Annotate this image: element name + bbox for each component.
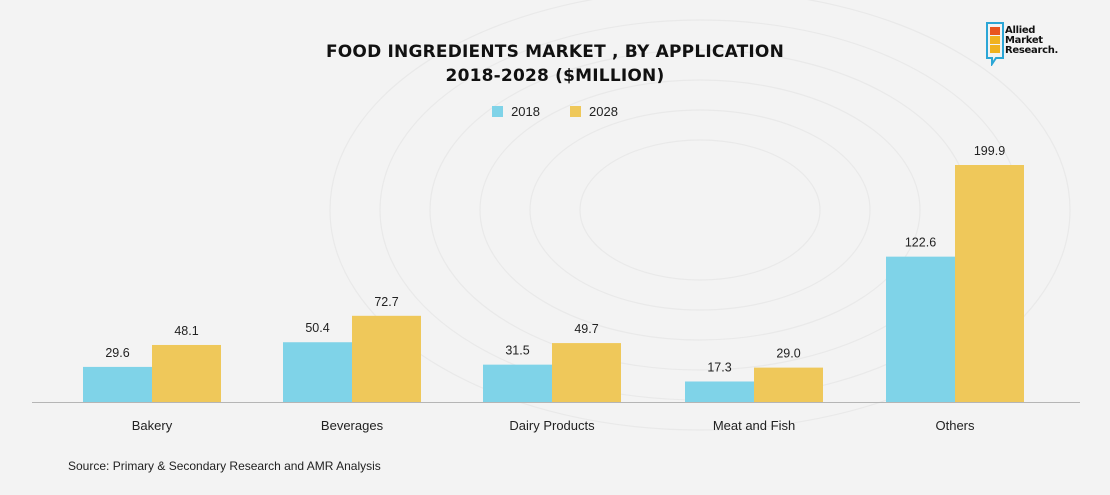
bar-bakery-2028 <box>152 344 221 402</box>
category-label-beverages: Beverages <box>321 418 384 433</box>
bar-beverages-2018 <box>283 342 352 402</box>
legend-label-2018: 2018 <box>511 104 540 119</box>
bar-beverages-2028 <box>352 315 421 402</box>
bar-dairy-products-2018 <box>483 364 552 402</box>
logo-line-1: Allied <box>1005 25 1036 36</box>
value-label-dairy-products-2028: 49.7 <box>574 322 598 336</box>
chart-legend: 2018 2028 <box>0 104 1110 119</box>
chart-title: FOOD INGREDIENTS MARKET , BY APPLICATION… <box>200 40 910 88</box>
bar-bakery-2018 <box>83 366 152 402</box>
bar-meat-and-fish-2018 <box>685 381 754 402</box>
logo-icon <box>986 22 1004 66</box>
category-label-meat-and-fish: Meat and Fish <box>713 418 795 433</box>
logo-line-2: Market <box>1005 35 1043 46</box>
source-note: Source: Primary & Secondary Research and… <box>68 459 381 473</box>
value-label-beverages-2028: 72.7 <box>374 295 398 309</box>
chart-title-line2: 2018-2028 ($MILLION) <box>445 66 665 86</box>
value-label-beverages-2018: 50.4 <box>305 321 329 335</box>
logo-wordmark: Allied Market Research. <box>1005 26 1058 56</box>
bar-others-2018 <box>886 256 955 402</box>
bar-meat-and-fish-2028 <box>754 367 823 402</box>
bar-others-2028 <box>955 165 1024 402</box>
legend-item-2018: 2018 <box>492 104 540 119</box>
value-label-others-2018: 122.6 <box>905 236 936 250</box>
legend-label-2028: 2028 <box>589 104 618 119</box>
category-label-others: Others <box>935 418 975 433</box>
allied-market-research-logo: Allied Market Research. <box>986 22 1076 70</box>
chart-title-line1: FOOD INGREDIENTS MARKET , BY APPLICATION <box>325 42 785 62</box>
value-label-others-2028: 199.9 <box>974 144 1005 158</box>
legend-item-2028: 2028 <box>570 104 618 119</box>
value-label-bakery-2028: 48.1 <box>174 324 198 338</box>
legend-swatch-2028 <box>570 106 581 117</box>
value-label-dairy-products-2018: 31.5 <box>505 344 529 358</box>
value-label-bakery-2018: 29.6 <box>105 346 129 360</box>
category-label-dairy-products: Dairy Products <box>509 418 595 433</box>
legend-swatch-2018 <box>492 106 504 117</box>
value-label-meat-and-fish-2028: 29.0 <box>776 347 800 361</box>
category-label-bakery: Bakery <box>132 418 173 433</box>
bar-dairy-products-2028 <box>552 343 621 402</box>
value-label-meat-and-fish-2018: 17.3 <box>707 360 731 374</box>
logo-line-3: Research. <box>1005 45 1059 56</box>
